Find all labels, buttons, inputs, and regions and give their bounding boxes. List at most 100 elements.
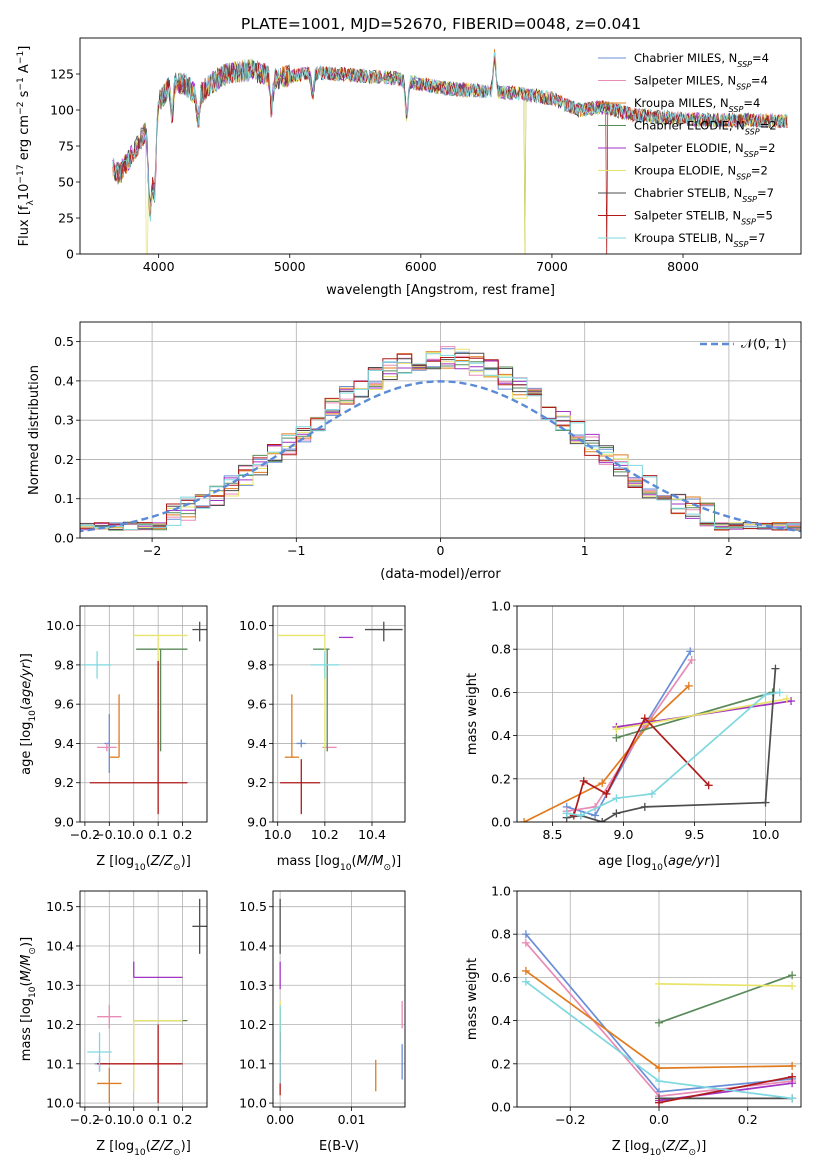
weight-marker <box>598 779 607 788</box>
weight-marker <box>655 1064 663 1073</box>
x-tick-label: 8.5 <box>543 827 563 842</box>
x-tick-label: 0.00 <box>266 1112 294 1127</box>
plot-histogram: −2 −1 0 1 2 0.0 0.1 0.2 0.3 0.4 0.5 (data-model)/er… <box>27 321 802 582</box>
errorbar-point <box>296 739 306 748</box>
x-tick-label: 1 <box>581 543 589 558</box>
weight-line <box>566 650 691 817</box>
errorbar-point <box>192 898 207 954</box>
y-tick-label: 10.4 <box>239 938 267 953</box>
y-axis-label: mass weight <box>465 958 480 1040</box>
weight-marker <box>647 789 656 798</box>
weight-marker <box>521 977 530 986</box>
errorbar-point <box>277 634 326 750</box>
weight-marker <box>655 1098 663 1107</box>
weight-marker <box>704 781 713 790</box>
weight-marker <box>521 930 530 939</box>
y-tick-label: 0.6 <box>491 685 511 700</box>
y-tick-label: 0.4 <box>491 728 511 743</box>
axes-frame <box>79 605 208 823</box>
weight-marker <box>686 647 695 656</box>
errorbar-point <box>310 651 339 679</box>
x-tick-label: 0.1 <box>148 1112 168 1127</box>
x-tick-label: 0.0 <box>124 827 144 842</box>
plot-weight-vs-z: −0.2 0.0 0.2 0.0 0.2 0.4 0.6 0.8 1.0 Z [log10(Z/Z… <box>465 884 802 1158</box>
plot-area <box>277 621 403 815</box>
x-axis-label: age [log10(age/yr)] <box>598 854 720 873</box>
errorbar-point <box>89 660 188 815</box>
y-axis-label: Normed distribution <box>27 365 42 495</box>
x-tick-label: 10.0 <box>264 827 292 842</box>
errorbar-point <box>97 743 117 752</box>
weight-marker <box>521 938 530 947</box>
y-tick-label: 10.1 <box>239 1056 267 1071</box>
weight-marker <box>687 656 696 664</box>
y-tick-label: 10.0 <box>46 1096 74 1111</box>
errorbar-point <box>97 1067 122 1104</box>
x-tick-label: 10.2 <box>311 827 339 842</box>
weight-marker <box>598 818 607 822</box>
x-tick-label: 0 <box>437 543 445 558</box>
weight-marker <box>579 776 588 785</box>
x-tick-label: 0.2 <box>173 827 193 842</box>
weight-marker <box>761 798 770 807</box>
y-tick-label: 1.0 <box>491 599 511 614</box>
y-tick-label: 9.2 <box>247 775 267 790</box>
x-tick-label: 0.2 <box>738 1112 758 1127</box>
weight-line <box>523 685 690 822</box>
y-tick-label: 9.6 <box>247 697 267 712</box>
plot-area <box>279 898 403 1096</box>
x-tick-label: 10.4 <box>358 827 386 842</box>
weight-marker <box>640 714 649 723</box>
x-axis-label: wavelength [Angstrom, rest frame] <box>326 283 555 298</box>
y-tick-label: 0.0 <box>54 531 74 546</box>
y-tick-label: 10.5 <box>239 899 267 914</box>
weight-marker <box>775 688 784 697</box>
x-tick-label: 10.0 <box>752 827 780 842</box>
x-tick-label: 2 <box>725 543 733 558</box>
weight-marker <box>684 681 693 690</box>
y-tick-label: 0.3 <box>54 413 74 428</box>
y-tick-label: 0.8 <box>491 927 511 942</box>
weight-marker <box>612 809 621 818</box>
x-tick-label: −0.2 <box>555 1112 585 1127</box>
plot-area <box>87 898 207 1104</box>
y-tick-label: 25 <box>58 211 74 226</box>
x-tick-label: −2 <box>143 543 161 558</box>
histogram-step-8 <box>80 353 801 530</box>
x-axis-label: (data-model)/error <box>380 567 501 582</box>
histogram-step-7 <box>80 353 801 531</box>
plot-area <box>520 647 796 822</box>
y-tick-label: 9.8 <box>54 657 74 672</box>
weight-marker <box>612 725 621 734</box>
x-axis-label: Z [log10(Z/Z⊙)] <box>612 1139 707 1158</box>
legend-label: Salpeter ELODIE, NSSP=2 <box>634 141 775 159</box>
x-tick-label: 9.5 <box>685 827 705 842</box>
spectrum-line-7 <box>112 53 788 254</box>
weight-marker <box>787 697 796 706</box>
weight-line <box>658 983 793 987</box>
legend-label: Kroupa ELODIE, NSSP=2 <box>634 164 768 182</box>
plot-area <box>112 48 788 254</box>
y-tick-label: 0.2 <box>54 452 74 467</box>
axes-frame <box>79 890 208 1108</box>
y-tick-label: 9.6 <box>54 697 74 712</box>
normal-reference-curve <box>80 380 801 533</box>
y-tick-label: 0 <box>66 247 74 262</box>
y-tick-label: 9.2 <box>54 775 74 790</box>
axes-frame <box>272 890 406 1108</box>
x-tick-label: 8000 <box>667 259 699 274</box>
y-tick-label: 125 <box>50 67 74 82</box>
x-tick-label: −0.1 <box>94 827 124 842</box>
plot-age-vs-mass: 10.0 10.2 10.4 9.0 9.2 9.4 9.6 9.8 10.0 mass [log… <box>239 605 406 873</box>
errorbar-point <box>97 1024 183 1104</box>
x-axis-label: Z [log10(Z/Z⊙)] <box>96 1139 191 1158</box>
x-axis-label: mass [log10(M/M⊙)] <box>277 854 401 873</box>
weight-marker <box>788 971 797 980</box>
errorbar-point <box>87 1032 112 1072</box>
weight-line <box>658 974 793 1024</box>
weight-marker <box>782 694 791 703</box>
weight-marker <box>655 1077 663 1086</box>
legend-label: Kroupa MILES, NSSP=4 <box>634 96 760 114</box>
errorbar-point <box>280 759 321 815</box>
